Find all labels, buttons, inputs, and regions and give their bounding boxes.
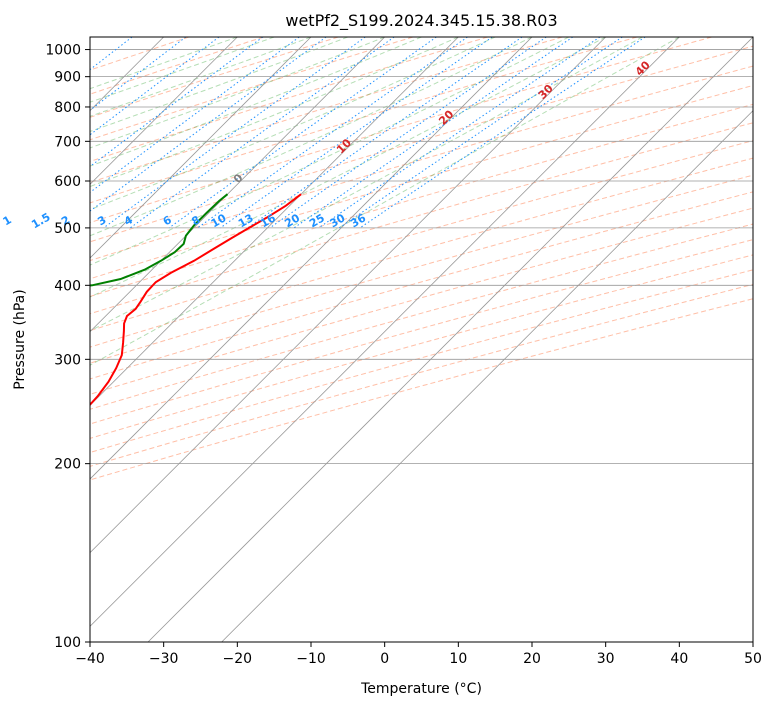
dry-adiabat-line	[90, 269, 753, 454]
x-axis-label: Temperature (°C)	[360, 681, 482, 697]
mixing-ratio-line	[338, 37, 623, 229]
chart-title: wetPf2_S199.2024.345.15.38.R03	[285, 11, 557, 31]
y-axis-label: Pressure (hPa)	[12, 289, 28, 389]
dry-adiabat-line	[90, 283, 753, 467]
dry-adiabat-line	[90, 65, 753, 262]
mixing-ratio-line	[103, 37, 366, 229]
dry-adiabat-line	[90, 37, 488, 162]
x-tick-label: 30	[597, 651, 615, 667]
y-tick-label: 500	[54, 221, 81, 237]
y-tick-label: 300	[54, 352, 81, 368]
x-tick-label: −10	[296, 651, 326, 667]
y-tick-label: 700	[54, 134, 81, 150]
dry-adiabat-line	[90, 37, 712, 224]
dry-adiabat-line	[90, 122, 753, 315]
temperature-line	[90, 193, 302, 407]
plot-frame	[89, 36, 754, 643]
mixing-ratio-line	[269, 37, 547, 229]
mixing-ratio-line	[168, 37, 437, 229]
isotherm-line	[147, 37, 753, 642]
mixing-ratio-lines	[90, 37, 646, 229]
isotherm-line	[90, 37, 312, 259]
x-tick-label: −20	[223, 651, 253, 667]
x-tick-label: 0	[380, 651, 389, 667]
isotherm-line	[90, 37, 238, 185]
y-tick-label: 800	[54, 100, 81, 116]
y-axis: 1000 900 800 700 600 500 400 300 200 100	[45, 43, 90, 651]
grid-lines	[90, 37, 753, 642]
mixing-ratio-line	[90, 37, 327, 212]
dry-adiabat-line	[90, 37, 563, 183]
dry-adiabat-line	[90, 298, 753, 481]
dewpoint-line	[90, 193, 229, 287]
y-tick-label: 1000	[45, 43, 81, 59]
mixing-ratio-line	[90, 37, 220, 136]
y-tick-label: 100	[54, 635, 81, 651]
isotherm-line	[90, 37, 606, 554]
x-tick-label: −30	[149, 651, 179, 667]
mixing-ratio-line	[247, 37, 523, 229]
x-tick-label: 50	[744, 651, 762, 667]
dry-adiabat-line	[90, 103, 753, 298]
mixing-ratio-line	[129, 37, 395, 229]
x-tick-label: 10	[449, 651, 467, 667]
x-tick-label: 20	[523, 651, 541, 667]
x-tick-label: −40	[75, 651, 105, 667]
data-series	[90, 193, 302, 407]
isotherm-line	[90, 37, 385, 333]
x-tick-label: 40	[670, 651, 688, 667]
dry-adiabat-line	[90, 254, 753, 439]
mixing-ratio-line	[359, 37, 646, 229]
mixing-ratio-line	[220, 37, 493, 229]
dry-adiabat-line	[90, 239, 753, 425]
y-tick-label: 400	[54, 278, 81, 294]
mixing-ratio-line	[197, 37, 468, 229]
x-axis: −40 −30 −20 −10 0 10 20 30 40 50	[75, 642, 762, 667]
isotherm-line	[90, 37, 680, 627]
y-tick-label: 600	[54, 174, 81, 190]
isotherm-line	[90, 37, 459, 406]
dry-adiabat-line	[90, 157, 753, 348]
dry-adiabat-line	[90, 37, 339, 118]
y-tick-label: 900	[54, 70, 81, 86]
dry-adiabat-line	[90, 37, 638, 204]
isotherm-line	[221, 110, 753, 642]
y-tick-label: 200	[54, 457, 81, 473]
dry-adiabat-line	[90, 223, 753, 410]
isotherm-line	[90, 37, 533, 480]
